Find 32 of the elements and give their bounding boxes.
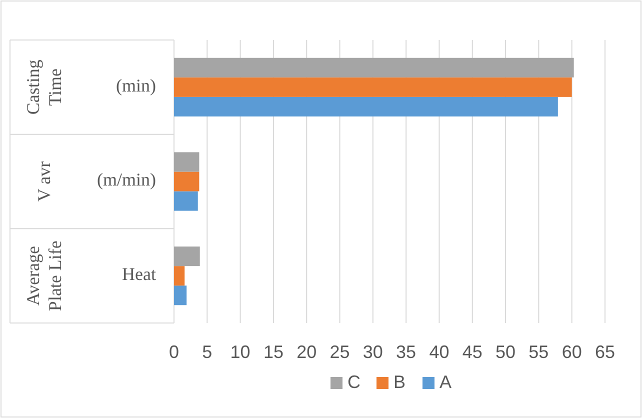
text: Average Plate Life: [23, 240, 65, 312]
x-tick-label: 50: [496, 342, 516, 362]
bar: [174, 152, 200, 172]
bar: [174, 191, 198, 211]
bar: [174, 172, 200, 192]
text: Casting Time: [23, 60, 65, 115]
x-tick-label: 40: [429, 342, 450, 362]
x-tick-label: 10: [230, 342, 250, 362]
x-tick-label: 60: [562, 342, 582, 362]
x-tick-label: 65: [594, 342, 616, 362]
x-tick-label: 55: [528, 342, 549, 362]
bar: [174, 286, 187, 306]
x-tick-label: 20: [296, 342, 317, 362]
x-tick-label: 30: [362, 342, 383, 362]
bar: [174, 246, 200, 266]
y-tick-label: (min): [116, 75, 156, 96]
x-tick-label: 35: [396, 342, 416, 362]
x-tick-label: 0: [168, 342, 180, 362]
y-tick-label: Heat: [122, 264, 156, 284]
text: V avr: [34, 161, 54, 202]
bar: [174, 77, 572, 97]
legend-label: C: [348, 372, 360, 392]
x-tick-label: 15: [263, 342, 284, 362]
y-tick-label: (m/min): [97, 170, 156, 190]
x-tick-label: 5: [202, 342, 212, 362]
x-tick-label: 45: [462, 342, 482, 362]
bar: [174, 266, 185, 286]
bar: [174, 96, 558, 116]
legend-label: B: [394, 372, 406, 392]
legend-label: A: [440, 372, 452, 392]
x-tick-label: 25: [330, 342, 350, 362]
bar: [174, 58, 574, 78]
